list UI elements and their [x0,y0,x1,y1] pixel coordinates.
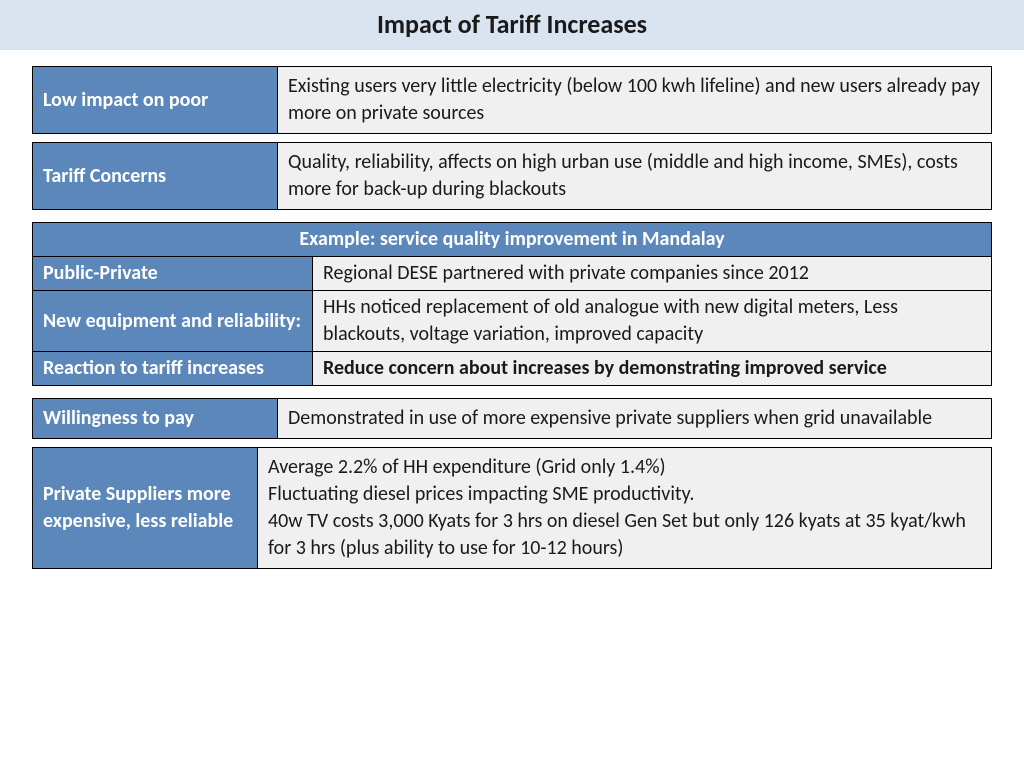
row-desc: Reduce concern about increases by demons… [313,352,992,386]
row-label: Private Suppliers more expensive, less r… [33,448,258,569]
row-desc: Regional DESE partnered with private com… [313,257,992,291]
row-label: Reaction to tariff increases [33,352,313,386]
table-header: Example: service quality improvement in … [33,223,992,257]
row-desc: HHs noticed replacement of old analogue … [313,291,992,352]
table-row: Public-Private Regional DESE partnered w… [33,257,992,291]
row-label: New equipment and reliability: [33,291,313,352]
row-desc: Average 2.2% of HH expenditure (Grid onl… [258,448,992,569]
content-area: Low impact on poor Existing users very l… [0,50,1024,569]
table-mandalay-example: Example: service quality improvement in … [32,222,992,386]
row-desc: Quality, reliability, affects on high ur… [278,143,992,210]
table-willingness: Willingness to pay Demonstrated in use o… [32,398,992,439]
row-desc: Demonstrated in use of more expensive pr… [278,399,992,439]
row-desc: Existing users very little electricity (… [278,67,992,134]
table-header-text: Example: service quality improvement in … [33,223,992,257]
table-row: Tariff Concerns Quality, reliability, af… [33,143,992,210]
table-row: Private Suppliers more expensive, less r… [33,448,992,569]
table-row: New equipment and reliability: HHs notic… [33,291,992,352]
table-row: Low impact on poor Existing users very l… [33,67,992,134]
row-label: Low impact on poor [33,67,278,134]
page-title: Impact of Tariff Increases [0,0,1024,50]
table-row: Willingness to pay Demonstrated in use o… [33,399,992,439]
table-tariff-concerns: Tariff Concerns Quality, reliability, af… [32,142,992,210]
table-low-impact: Low impact on poor Existing users very l… [32,66,992,134]
row-label: Willingness to pay [33,399,278,439]
table-private-suppliers: Private Suppliers more expensive, less r… [32,447,992,569]
row-label: Public-Private [33,257,313,291]
row-label: Tariff Concerns [33,143,278,210]
table-row: Reaction to tariff increases Reduce conc… [33,352,992,386]
